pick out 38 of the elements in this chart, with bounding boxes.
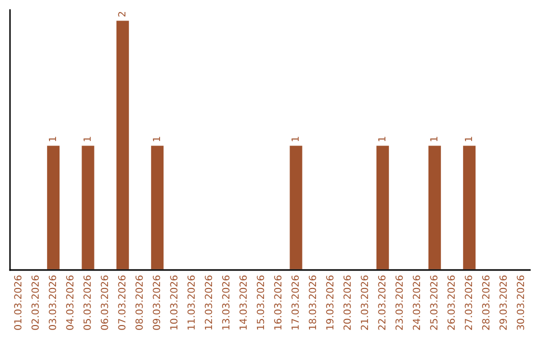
x-tick-label: 05.03.2026	[83, 275, 91, 330]
x-tick-label: 13.03.2026	[222, 275, 230, 330]
x-tick-label: 02.03.2026	[31, 275, 39, 330]
x-tick-label: 18.03.2026	[308, 275, 316, 330]
x-tick-label: 01.03.2026	[14, 275, 22, 330]
x-tick-label: 12.03.2026	[204, 275, 212, 330]
data-label: 1	[48, 136, 56, 142]
data-label: 1	[378, 136, 386, 142]
x-tick-label: 20.03.2026	[343, 275, 351, 330]
x-tick-label: 11.03.2026	[187, 275, 195, 330]
x-tick-label: 27.03.2026	[464, 275, 472, 330]
x-tick-label: 30.03.2026	[516, 275, 524, 330]
data-label: 1	[430, 136, 438, 142]
x-tick-label: 23.03.2026	[395, 275, 403, 330]
x-tick-label: 09.03.2026	[152, 275, 160, 330]
x-tick-label: 22.03.2026	[378, 275, 386, 330]
x-tick-label: 07.03.2026	[118, 275, 126, 330]
data-label: 1	[464, 136, 472, 142]
x-tick-label: 06.03.2026	[100, 275, 108, 330]
x-tick-label: 28.03.2026	[482, 275, 490, 330]
x-tick-label: 24.03.2026	[412, 275, 420, 330]
x-tick-label: 14.03.2026	[239, 275, 247, 330]
x-tick-label: 26.03.2026	[447, 275, 455, 330]
data-label: 1	[84, 136, 91, 142]
data-label: 1	[152, 136, 160, 142]
x-tick-label: 19.03.2026	[326, 275, 334, 330]
x-tick-label: 17.03.2026	[291, 275, 299, 330]
data-label: 2	[118, 12, 126, 17]
x-tick-label: 29.03.2026	[499, 275, 507, 330]
x-tick-label: 21.03.2026	[360, 275, 368, 330]
x-tick-label: 16.03.2026	[274, 275, 282, 330]
x-tick-label: 10.03.2026	[170, 275, 178, 330]
x-tick-label: 25.03.2026	[430, 275, 438, 330]
x-tick-label: 15.03.2026	[256, 275, 264, 330]
x-tick-label: 03.03.2026	[48, 275, 56, 330]
x-tick-label: 08.03.2026	[135, 275, 143, 330]
x-tick-label: 04.03.2026	[66, 275, 74, 330]
data-label: 1	[292, 136, 299, 142]
